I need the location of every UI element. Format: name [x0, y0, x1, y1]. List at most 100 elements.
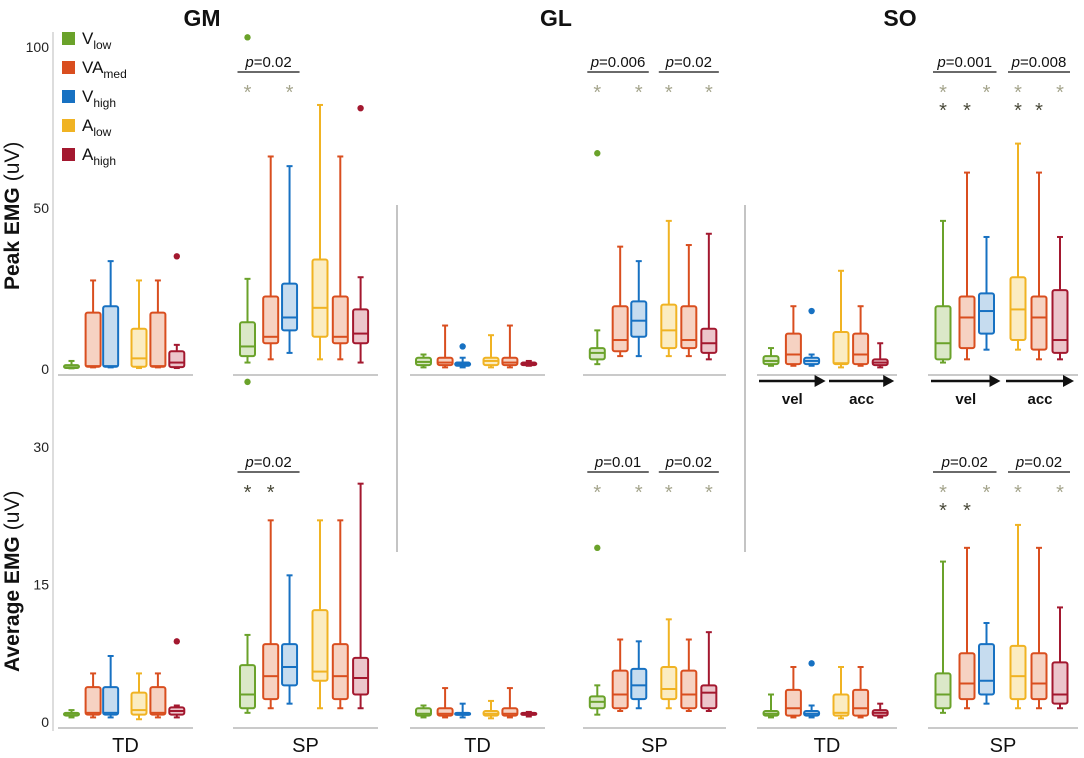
box-iqr [680, 305, 698, 350]
significance-star: * [983, 482, 991, 504]
p-value-number: =0.02 [674, 454, 712, 471]
box-vlow [415, 353, 432, 369]
box-vhigh [803, 307, 821, 367]
significance-star: * [244, 482, 252, 504]
legend-sub: high [93, 154, 116, 168]
box-vhigh [803, 660, 821, 719]
box-alow [130, 279, 148, 370]
group-label-sp: SP [641, 735, 668, 757]
arrow-label-acc: acc [849, 391, 874, 408]
y-tick-label: 15 [33, 577, 49, 593]
outlier-point [357, 104, 364, 112]
group-labels: TD SP TD SP TD SP [112, 735, 1016, 757]
box-vamed [84, 672, 102, 719]
box-iqr [660, 303, 678, 350]
significance-star: * [593, 82, 601, 104]
ylabel-average-bold: Average EMG [1, 536, 24, 672]
y-tick-label: 50 [33, 200, 49, 216]
outlier-point [173, 638, 180, 645]
p-value-symbol: p [665, 54, 674, 71]
box-vlow [63, 709, 80, 719]
box-ahigh [352, 104, 370, 364]
box-vhigh [102, 655, 120, 719]
p-value-label: p=0.02 [665, 454, 712, 471]
box-iqr [934, 672, 952, 710]
significance-star: * [267, 482, 275, 504]
box-vlow [588, 544, 606, 716]
box-ahigh [520, 359, 538, 367]
significance-star: * [705, 482, 713, 504]
box-vamed [262, 155, 280, 361]
p-value-symbol: p [594, 454, 603, 471]
box-vhigh [630, 640, 648, 710]
box-alow [482, 699, 500, 720]
box-vhigh [281, 574, 299, 705]
box-ahigh [520, 710, 538, 718]
box-iqr [978, 292, 995, 335]
box-iqr [958, 295, 976, 350]
box-iqr [102, 686, 120, 716]
box-vamed [149, 279, 167, 369]
p-value-number: =0.006 [599, 54, 645, 71]
box-vhigh [454, 343, 472, 369]
outlier-point [808, 660, 815, 667]
box-iqr [680, 669, 698, 710]
p-value-symbol: p [244, 54, 253, 71]
arrow-head [1063, 375, 1074, 387]
title-so: SO [883, 5, 916, 31]
significance-star: * [635, 482, 643, 504]
p-value-number: =0.02 [1024, 454, 1062, 471]
box-iqr [700, 684, 718, 710]
box-iqr [958, 652, 976, 701]
box-alow [660, 219, 678, 358]
title-gm: GM [183, 5, 220, 31]
box-vlow [63, 359, 80, 370]
p-value-number: =0.02 [254, 454, 292, 471]
box-iqr [239, 321, 256, 358]
box-alow [311, 519, 329, 710]
significance-star: * [593, 482, 601, 504]
ylabel-peak-bold: Peak EMG [1, 187, 24, 290]
box-vamed [958, 171, 976, 361]
box-iqr [852, 688, 870, 717]
box-iqr [281, 643, 299, 687]
significance-star: * [1014, 82, 1022, 104]
box-iqr [130, 691, 148, 716]
legend-swatch-vlow [62, 32, 75, 45]
box-iqr [262, 643, 280, 701]
box-iqr [630, 300, 648, 338]
panel-gl-sp-row1: p=0.01 p=0.02* * * * [583, 454, 726, 729]
panel-gm-sp-row0: p=0.02* * [233, 34, 378, 386]
p-value-label: p=0.02 [244, 454, 291, 471]
significance-star: * [705, 82, 713, 104]
p-value-symbol: p [1015, 454, 1024, 471]
legend-sub: high [93, 96, 116, 110]
box-ahigh [700, 631, 718, 712]
box-iqr [1051, 661, 1069, 705]
y-ticks: 0 50 100 0 15 30 [26, 32, 746, 731]
p-value-number: =0.01 [603, 454, 641, 471]
legend-label-vamed: VAmed [82, 58, 127, 81]
p-value-label: p=0.008 [1011, 54, 1067, 71]
box-vamed [149, 672, 167, 719]
box-vamed [436, 687, 454, 719]
box-vamed [852, 666, 870, 719]
box-vamed [436, 324, 454, 369]
box-iqr [501, 356, 519, 367]
legend-main: A [82, 145, 94, 164]
p-value-label: p=0.02 [941, 454, 988, 471]
legend-main: VA [82, 58, 104, 77]
arrow-label-acc: acc [1027, 391, 1052, 408]
y-tick-label: 0 [41, 714, 49, 730]
p-value-label: p=0.02 [665, 54, 712, 71]
box-alow [1009, 523, 1027, 710]
panel-gl-td-row1 [410, 687, 545, 729]
panel-gl-td-row0 [410, 324, 545, 376]
legend-sub: low [93, 38, 111, 52]
box-iqr [611, 305, 629, 353]
box-iqr [168, 350, 186, 369]
box-iqr [978, 643, 995, 696]
box-ahigh [352, 482, 370, 710]
box-vamed [84, 279, 102, 369]
legend-label-alow: Alow [82, 116, 112, 139]
